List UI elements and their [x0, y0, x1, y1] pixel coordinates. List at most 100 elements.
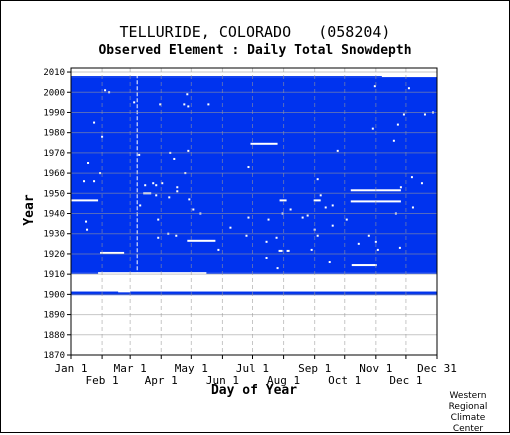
missing-point	[276, 267, 279, 270]
missing-point	[183, 103, 186, 106]
observed-block	[71, 76, 382, 78]
missing-run	[118, 290, 131, 293]
missing-point	[319, 194, 322, 197]
station-title: TELLURIDE, COLORADO (058204)	[0, 23, 510, 41]
y-tick-label: 1980	[43, 129, 65, 139]
x-tick-label: Jan 1	[54, 362, 87, 375]
missing-point	[157, 236, 160, 239]
missing-point	[371, 127, 374, 130]
missing-point	[367, 234, 370, 237]
y-tick-label: 1970	[43, 149, 65, 159]
missing-run	[351, 264, 377, 267]
missing-point	[207, 103, 210, 106]
missing-point	[159, 103, 162, 106]
missing-point	[176, 186, 179, 189]
observed-block	[71, 77, 437, 273]
missing-point	[192, 208, 195, 211]
x-tick-label: Sep 1	[298, 362, 331, 375]
missing-point	[139, 204, 142, 207]
missing-point	[275, 236, 278, 239]
missing-point	[357, 242, 360, 245]
missing-point	[265, 240, 268, 243]
missing-point	[229, 226, 232, 229]
y-tick-label: 2010	[43, 68, 65, 78]
missing-point	[345, 218, 348, 221]
y-tick-label: 1930	[43, 230, 65, 240]
credit-line: Western	[449, 391, 487, 401]
x-tick-label: Jun 1	[206, 374, 239, 387]
missing-point	[85, 220, 88, 223]
y-tick-label: 1900	[43, 290, 65, 300]
station-name: TELLURIDE, COLORADO	[119, 23, 292, 41]
credit-line: Center	[452, 424, 484, 434]
missing-point	[87, 161, 90, 164]
data-layer	[71, 72, 437, 296]
missing-point	[168, 196, 171, 199]
missing-point	[247, 216, 250, 219]
x-axis-label: Day of Year	[211, 383, 297, 398]
missing-point	[86, 228, 89, 231]
partial-row-gap	[71, 72, 437, 75]
missing-run	[279, 199, 287, 202]
x-tick-label: Jul 1	[236, 362, 269, 375]
observed-block	[71, 291, 437, 296]
missing-point	[186, 93, 189, 96]
missing-point	[155, 194, 158, 197]
missing-point	[187, 149, 190, 152]
y-tick-label: 1960	[43, 169, 65, 179]
credit-line: Climate	[450, 413, 486, 423]
missing-point	[83, 180, 86, 183]
chart-title: Observed Element : Daily Total Snowdepth	[98, 43, 412, 58]
missing-point	[316, 234, 319, 237]
missing-point	[410, 176, 413, 179]
x-tick-label: Nov 1	[359, 362, 392, 375]
missing-point	[187, 105, 190, 108]
x-tick-label: Aug 1	[267, 374, 300, 387]
missing-point	[175, 234, 178, 237]
missing-point	[173, 157, 176, 160]
missing-point	[376, 248, 379, 251]
missing-point	[245, 234, 248, 237]
missing-run	[278, 249, 283, 252]
credit-line: Regional	[448, 402, 488, 412]
missing-point	[188, 198, 191, 201]
missing-point	[138, 153, 141, 156]
missing-point	[396, 123, 399, 126]
x-tick-label: Feb 1	[86, 374, 119, 387]
missing-point	[152, 182, 155, 185]
missing-run	[282, 286, 307, 289]
x-tick-label: Oct 1	[328, 374, 361, 387]
missing-run	[313, 199, 321, 202]
y-tick-label: 1950	[43, 189, 65, 199]
missing-point	[310, 248, 313, 251]
missing-run	[71, 199, 99, 202]
missing-point	[399, 186, 402, 189]
missing-point	[161, 182, 164, 185]
missing-point	[316, 178, 319, 181]
missing-point	[331, 224, 334, 227]
missing-point	[306, 214, 309, 217]
y-tick-label: 1910	[43, 270, 65, 280]
missing-run	[381, 74, 437, 77]
missing-point	[133, 101, 136, 104]
missing-point	[402, 113, 405, 116]
y-axis-label: Year	[22, 194, 37, 225]
station-id: (058204)	[318, 23, 391, 41]
missing-point	[411, 206, 414, 209]
x-tick-label: Mar 1	[114, 362, 147, 375]
missing-point	[247, 166, 250, 169]
y-tick-label: 1890	[43, 311, 65, 321]
missing-point	[392, 139, 395, 142]
x-tick-label: May 1	[175, 362, 208, 375]
missing-run	[250, 142, 278, 145]
observed-block	[71, 272, 99, 274]
missing-point	[407, 87, 410, 90]
missing-point	[101, 135, 104, 138]
missing-point	[93, 121, 96, 124]
x-tick-label: Apr 1	[145, 374, 178, 387]
missing-point	[104, 89, 107, 92]
missing-point	[328, 261, 331, 264]
y-tick-label: 1880	[43, 331, 65, 341]
missing-point	[373, 85, 376, 88]
